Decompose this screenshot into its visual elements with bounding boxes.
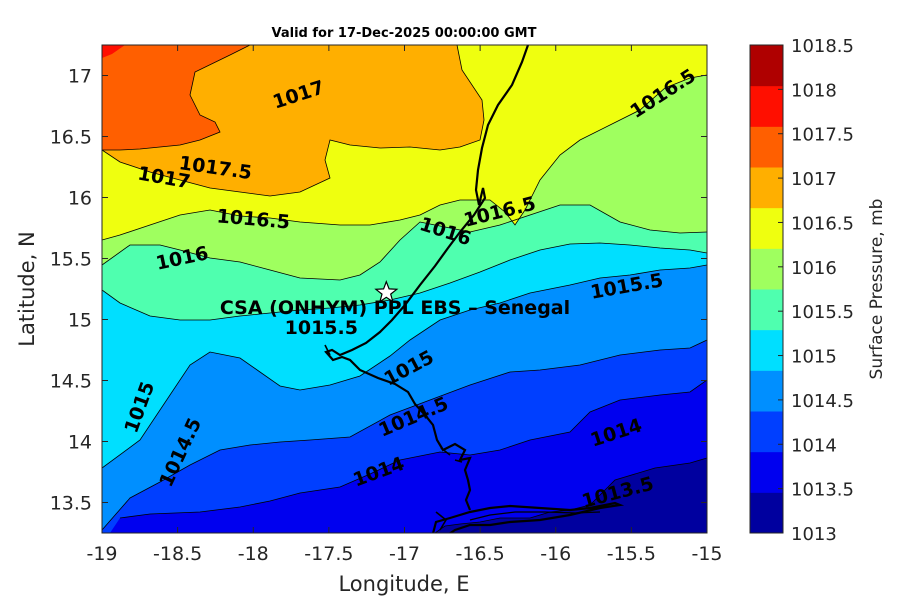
colorbar-segment: [750, 329, 783, 371]
y-tick-label: 17: [68, 66, 92, 88]
contour-line-1017: [102, 45, 485, 197]
band-1017.5: [102, 45, 250, 150]
contour-line-1015: [102, 264, 707, 469]
x-tick-label: -17: [389, 543, 420, 565]
colorbar-segment: [750, 45, 783, 87]
colorbar-tick-label: 1014: [791, 435, 837, 456]
x-tick-label: -15.5: [607, 543, 656, 565]
x-tick-label: -16: [540, 543, 571, 565]
colorbar-tick-label: 1013.5: [791, 480, 854, 501]
colorbar-segment: [750, 370, 783, 412]
y-axis-label: Latitude, N: [15, 231, 39, 347]
colorbar-segment: [750, 167, 783, 209]
colorbar-tick-label: 1013: [791, 524, 837, 545]
colorbar-tick-label: 1015: [791, 347, 837, 368]
colorbar-label: Surface Pressure, mb: [867, 199, 887, 380]
y-tick-label: 14: [68, 432, 92, 454]
x-axis-ticks: -19 -18.5 -18 -17.5 -17 -16.5 -16 -15.5 -15: [86, 45, 723, 565]
contour-line-1016: [102, 204, 707, 281]
y-tick-label: 15: [68, 310, 92, 332]
y-tick-label: 13.5: [50, 493, 92, 515]
colorbar-segment: [750, 451, 783, 493]
colorbar-tick-label: 1018: [791, 80, 837, 101]
colorbar-tick-label: 1017: [791, 169, 837, 190]
contour-line-1014.5: [102, 339, 707, 531]
y-tick-label: 16: [68, 188, 92, 210]
colorbar-tick-label: 1015.5: [791, 302, 854, 323]
band-1017: [102, 45, 484, 196]
coast-islands: [324, 344, 463, 531]
map-area: 10171017.510171016.5101610161016.51016.5…: [102, 45, 707, 533]
station-marker: [374, 280, 399, 304]
colorbar-segment: [750, 492, 783, 534]
colorbar-segment: [750, 207, 783, 249]
x-tick-label: -15: [691, 543, 722, 565]
x-tick-label: -18: [238, 543, 269, 565]
contour-line-1014: [119, 379, 707, 519]
colorbar: 1013 1013.5 1014 1014.5 1015 1015.5 1016 1016.5…: [749, 36, 854, 545]
x-tick-label: -17.5: [304, 543, 353, 565]
contour-line-1017.5: [102, 45, 251, 151]
gambia-river: [469, 511, 601, 521]
contour-line-1016.5: [102, 74, 707, 241]
colorbar-segment: [750, 85, 783, 127]
x-tick-label: -18.5: [153, 543, 202, 565]
pressure-fill-bands: [102, 45, 707, 533]
band-1018: [102, 45, 125, 58]
colorbar-segment: [750, 248, 783, 290]
colorbar-segment: [750, 289, 783, 331]
star-marker-icon: [374, 280, 399, 304]
colorbar-tick-label: 1016: [791, 258, 837, 279]
coastline: [324, 45, 625, 533]
x-axis-label: Longitude, E: [338, 572, 469, 596]
y-axis-ticks: 13.5 14 14.5 15 15.5 16 16.5 17: [50, 66, 707, 515]
contour-line-1015.5: [102, 242, 707, 321]
colorbar-segment: [750, 126, 783, 168]
x-tick-label: -16.5: [456, 543, 505, 565]
colorbar-tick-label: 1016.5: [791, 213, 854, 234]
coastline-gambia-south: [431, 501, 625, 533]
pressure-contour-lines: [102, 45, 707, 533]
colorbar-tick-label: 1017.5: [791, 125, 854, 146]
colorbar-segment: [750, 411, 783, 453]
station-label: CSA (ONHYM) PPL EBS – Senegal: [220, 297, 570, 319]
colorbar-frame: [749, 44, 784, 534]
y-tick-label: 15.5: [50, 249, 92, 271]
x-tick-label: -19: [86, 543, 117, 565]
colorbar-tick-label: 1018.5: [791, 36, 854, 57]
coastline-senegal-mauritania: [324, 45, 530, 511]
y-tick-label: 16.5: [50, 127, 92, 149]
figure-title: Valid for 17-Dec-2025 00:00:00 GMT: [272, 26, 537, 41]
colorbar-tick-label: 1014.5: [791, 391, 854, 412]
contour-label: 1015.5: [285, 317, 358, 339]
y-tick-label: 14.5: [50, 371, 92, 393]
